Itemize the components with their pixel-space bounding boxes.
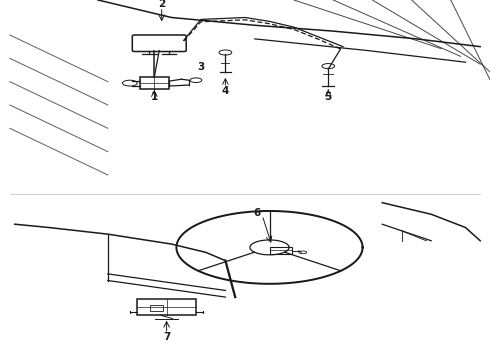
Text: 7: 7: [163, 332, 171, 342]
Bar: [150, 305, 163, 311]
Bar: [137, 299, 196, 315]
Bar: [140, 77, 169, 89]
Text: 1: 1: [151, 92, 158, 102]
Text: 2: 2: [158, 0, 165, 9]
Text: 6: 6: [254, 208, 261, 217]
Bar: [270, 247, 292, 254]
Text: 3: 3: [197, 62, 204, 72]
Text: 5: 5: [325, 92, 332, 102]
Text: 4: 4: [221, 86, 229, 96]
